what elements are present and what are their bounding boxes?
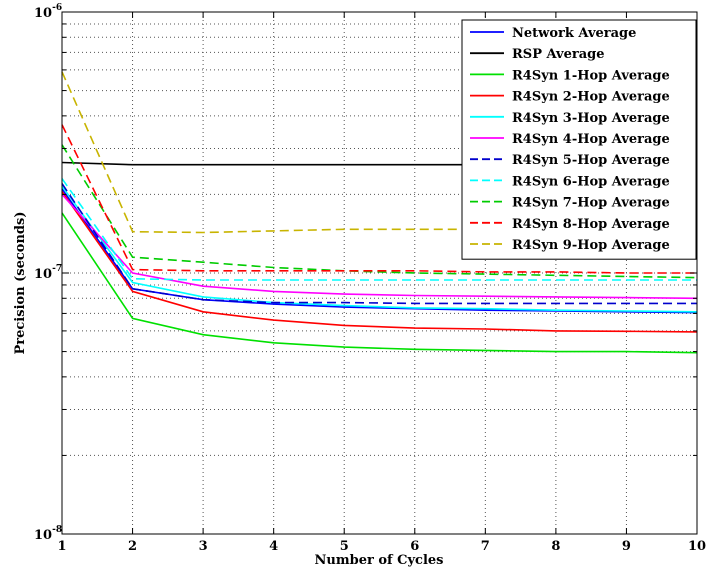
legend-label-4: R4Syn 2-Hop Average (512, 90, 670, 105)
y-axis-label: Precision (seconds) (13, 212, 28, 355)
series-line-7 (61, 183, 697, 305)
x-tick-label: 7 (481, 539, 490, 554)
x-tick-label: 9 (622, 539, 631, 554)
legend-label-2: RSP Average (512, 47, 605, 62)
legend-label-11: R4Syn 9-Hop Average (512, 238, 670, 253)
x-tick-label: 6 (410, 539, 419, 554)
x-tick-label: 8 (551, 539, 560, 554)
axis-ticks: 1 2 3 4 5 6 7 8 9 10 10-8 10-7 10-6 (34, 3, 706, 554)
series-line-5 (61, 185, 698, 313)
x-tick-label: 2 (128, 539, 137, 554)
x-tick-label: 4 (269, 539, 278, 554)
x-tick-label: 1 (57, 539, 66, 554)
series-line-8 (61, 178, 697, 281)
series-line-9 (61, 144, 698, 279)
legend-label-1: Network Average (512, 26, 636, 41)
x-tick-label: 10 (688, 539, 706, 554)
legend-label-5: R4Syn 3-Hop Average (512, 111, 670, 126)
y-tick-label: 10-6 (34, 3, 62, 21)
legend-label-3: R4Syn 1-Hop Average (512, 68, 670, 83)
legend-label-9: R4Syn 7-Hop Average (512, 196, 670, 211)
legend-label-6: R4Syn 4-Hop Average (512, 132, 670, 147)
series-line-3 (61, 212, 698, 354)
x-axis-label: Number of Cycles (315, 553, 444, 568)
legend-label-8: R4Syn 6-Hop Average (512, 174, 670, 189)
series-line-4 (61, 191, 698, 333)
x-tick-label: 3 (199, 539, 208, 554)
legend-label-10: R4Syn 8-Hop Average (512, 217, 670, 232)
y-tick-label: 10-7 (34, 264, 62, 282)
y-tick-label: 10-8 (34, 525, 62, 543)
x-tick-label: 5 (340, 539, 349, 554)
legend: Network Average RSP Average R4Syn 1-Hop Av… (461, 19, 697, 260)
series-line-10 (61, 124, 697, 274)
legend-box (461, 19, 697, 260)
legend-label-7: R4Syn 5-Hop Average (512, 153, 670, 168)
